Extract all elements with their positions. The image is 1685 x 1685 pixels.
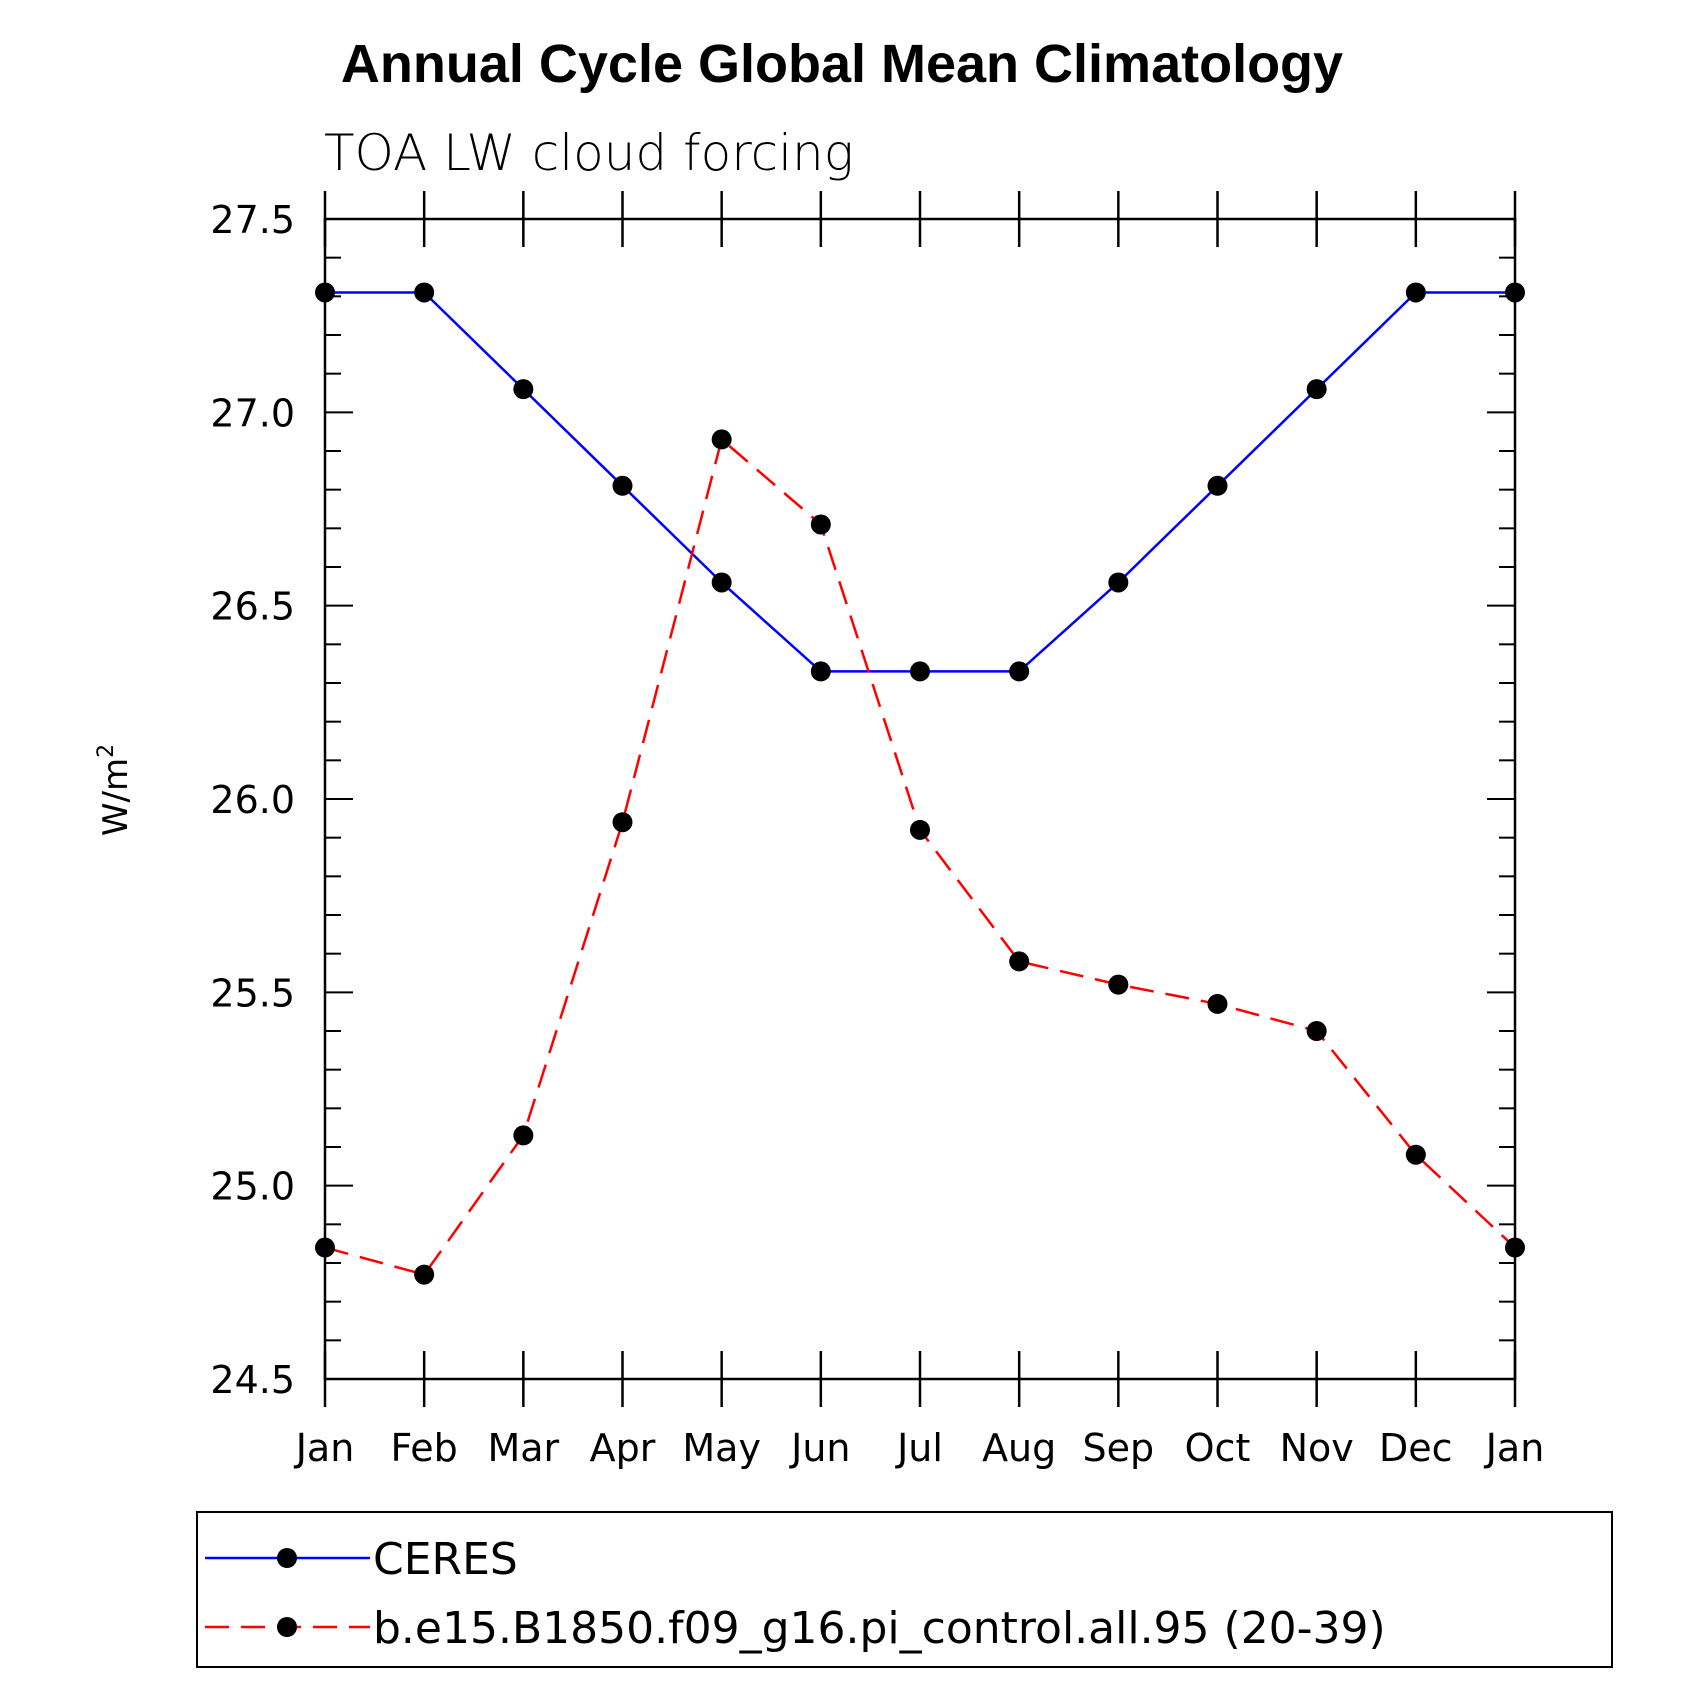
data-point xyxy=(910,819,930,840)
legend: CERES b.e15.B1850.f09_g16.pi_control.all.… xyxy=(196,1511,1613,1668)
y-tick-label: 26.5 xyxy=(210,585,295,629)
x-tick-label: Jan xyxy=(1484,1426,1545,1470)
data-point xyxy=(1009,661,1030,682)
legend-label: CERES xyxy=(373,1534,518,1585)
y-axis-label: W/m2 xyxy=(94,744,136,836)
data-point xyxy=(1306,379,1327,400)
data-point xyxy=(414,282,435,303)
y-tick-label: 25.0 xyxy=(210,1165,295,1209)
data-point xyxy=(612,812,633,833)
series-2 xyxy=(315,429,1525,1285)
plot-border xyxy=(323,217,1517,1381)
svg-text:W/m2: W/m2 xyxy=(94,744,136,836)
data-point xyxy=(1505,1237,1525,1258)
data-point xyxy=(1207,475,1228,496)
legend-label: b.e15.B1850.f09_g16.pi_control.all.95 (2… xyxy=(373,1603,1386,1654)
series-line xyxy=(325,291,1515,673)
data-point xyxy=(1306,1021,1327,1041)
data-point xyxy=(1108,974,1129,995)
data-point xyxy=(1207,993,1228,1014)
legend-entry-1: CERES xyxy=(205,1534,518,1585)
series-layer xyxy=(315,282,1525,1285)
x-tick-label: Aug xyxy=(982,1426,1056,1470)
data-point xyxy=(1505,282,1525,303)
x-tick-label: Feb xyxy=(391,1426,458,1470)
legend-entry-2: b.e15.B1850.f09_g16.pi_control.all.95 (2… xyxy=(205,1603,1386,1654)
x-tick-label: Dec xyxy=(1379,1426,1453,1470)
x-tick-label: Jun xyxy=(789,1426,850,1470)
x-tick-label: May xyxy=(682,1426,761,1470)
data-point xyxy=(1405,1144,1426,1165)
y-tick-label: 27.5 xyxy=(210,198,295,242)
y-tick-label: 26.0 xyxy=(210,778,295,822)
data-point xyxy=(513,379,534,400)
chart-subtitle: TOA LW cloud forcing xyxy=(324,124,854,182)
data-point xyxy=(1009,951,1030,972)
data-point xyxy=(1405,282,1426,303)
data-point xyxy=(711,429,732,450)
chart-title: Annual Cycle Global Mean Climatology xyxy=(341,34,1343,94)
x-tick-label: Nov xyxy=(1280,1426,1354,1470)
x-tick-label: Oct xyxy=(1185,1426,1251,1470)
y-tick-label: 25.5 xyxy=(210,971,295,1015)
data-point xyxy=(711,572,732,593)
x-tick-label: Jan xyxy=(294,1426,355,1470)
x-tick-label: Jul xyxy=(895,1426,943,1470)
data-point xyxy=(414,1264,435,1285)
data-point xyxy=(612,475,633,496)
x-tick-label: Mar xyxy=(487,1426,559,1470)
y-tick-label: 24.5 xyxy=(210,1358,295,1402)
data-point xyxy=(1108,572,1129,593)
data-point xyxy=(910,661,930,682)
data-point xyxy=(315,1237,335,1258)
data-point xyxy=(513,1125,534,1146)
data-point xyxy=(315,282,335,303)
y-axis-label-sup: 2 xyxy=(94,744,119,758)
tick-labels: Jan Feb Mar Apr May Jun Jul Aug Sep Oct Nov Dec Jan 2… xyxy=(210,198,1544,1470)
x-tick-label: Sep xyxy=(1083,1426,1155,1470)
series-1 xyxy=(315,282,1525,682)
y-axis-label-base: W/m xyxy=(96,758,136,836)
data-point xyxy=(810,514,831,535)
legend-swatch-marker xyxy=(277,1617,297,1637)
legend-box xyxy=(196,1511,1613,1668)
plot-frame xyxy=(323,217,1517,1381)
series-line xyxy=(324,437,1516,1277)
axis-ticks xyxy=(323,191,1517,1407)
legend-swatch-marker xyxy=(277,1548,297,1568)
y-tick-label: 27.0 xyxy=(210,391,295,435)
data-point xyxy=(810,661,831,682)
x-tick-label: Apr xyxy=(590,1426,656,1470)
